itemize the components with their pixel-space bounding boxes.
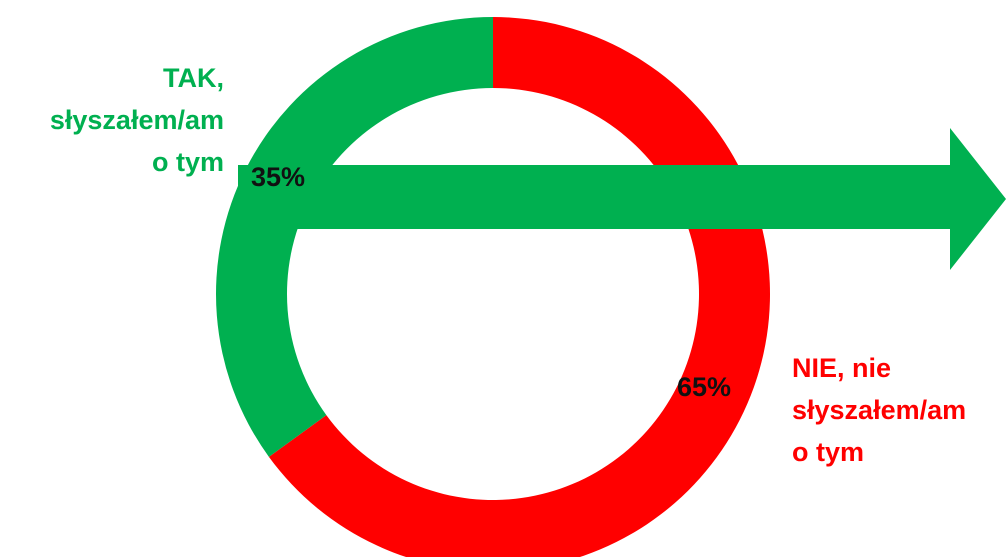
data-label-nie: 65%	[677, 372, 731, 402]
category-label-tak-line-1: TAK,	[163, 63, 224, 93]
slice-tak	[215, 17, 493, 457]
category-label-nie-line-1: NIE, nie	[792, 353, 892, 383]
category-label-tak: TAK, słyszałem/am o tym	[50, 57, 224, 183]
category-label-tak-line-3: o tym	[151, 147, 224, 177]
category-label-tak-line-2: słyszałem/am	[49, 105, 224, 135]
data-label-tak: 35%	[251, 162, 305, 192]
slice-nie	[268, 17, 770, 557]
category-label-nie: NIE, nie słyszałem/am o tym	[792, 347, 966, 473]
right-arrow-graphic	[238, 128, 1006, 270]
category-label-nie-line-2: słyszałem/am	[792, 395, 967, 425]
donut-slices	[215, 17, 770, 557]
category-label-nie-line-3: o tym	[792, 437, 865, 467]
data-labels: 35% 65%	[251, 162, 731, 402]
